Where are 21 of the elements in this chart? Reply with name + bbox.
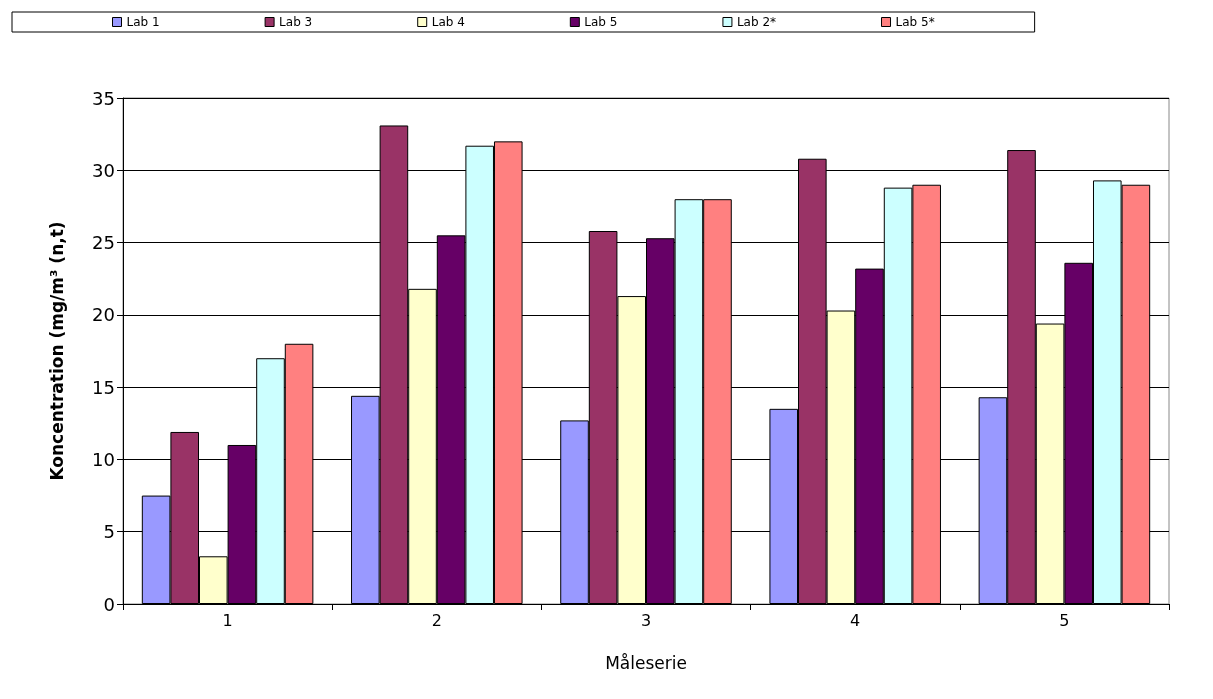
x-tick-label: 4 [850, 610, 861, 630]
x-tick-label: 2 [431, 610, 442, 630]
legend-label: Lab 4 [431, 15, 465, 29]
legend-label: Lab 1 [126, 15, 160, 29]
y-tick-label: 30 [92, 159, 115, 181]
x-tick-label: 5 [1059, 610, 1070, 630]
legend-label: Lab 3 [279, 15, 313, 29]
x-tick-label: 3 [640, 610, 652, 630]
y-tick-label: 0 [103, 593, 115, 615]
y-axis-title: Koncentration (mg/m³ (n,t) [46, 221, 67, 481]
legend-label: Lab 2* [736, 15, 777, 29]
legend-label: Lab 5* [895, 15, 935, 29]
y-tick-label: 20 [92, 304, 115, 326]
y-tick-label: 15 [92, 376, 115, 398]
y-tick-label: 25 [92, 232, 115, 254]
y-tick-label: 5 [103, 521, 115, 543]
x-tick-label: 1 [222, 610, 233, 630]
y-tick-label: 35 [92, 87, 115, 109]
legend-label: Lab 5 [584, 15, 618, 29]
x-axis-title: Måleserie [605, 652, 687, 673]
y-tick-label: 10 [92, 448, 115, 470]
